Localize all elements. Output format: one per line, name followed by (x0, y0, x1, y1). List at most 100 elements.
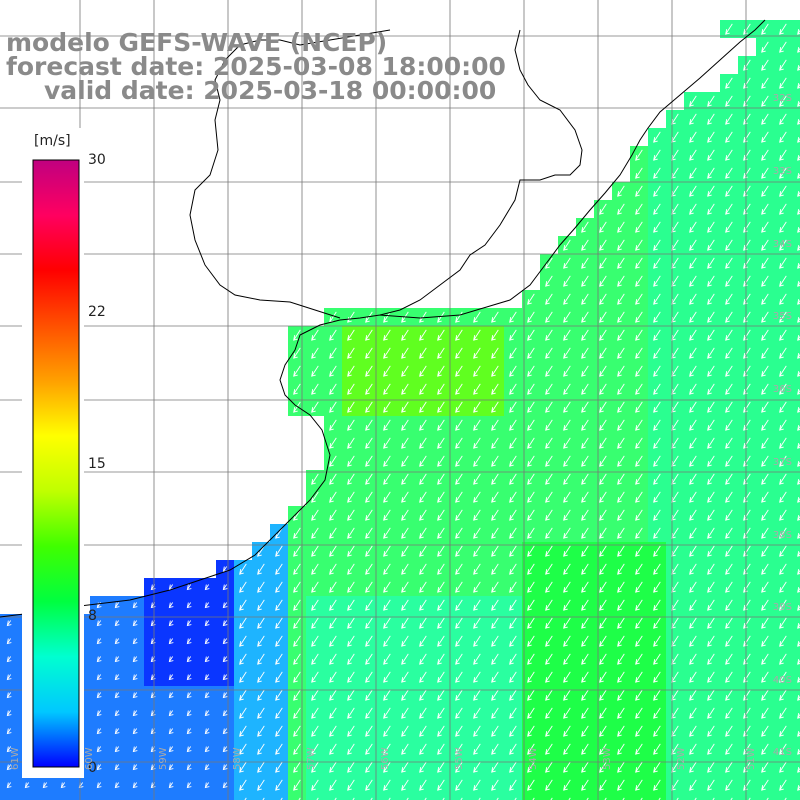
wind-cell (792, 182, 800, 200)
wind-arrow (239, 743, 247, 755)
wind-arrow (635, 329, 643, 341)
wind-arrow (383, 473, 391, 485)
wind-arrow (347, 725, 355, 737)
wind-arrow (725, 563, 733, 575)
wind-arrow (239, 707, 247, 719)
wind-cell (792, 254, 800, 272)
wind-arrow (509, 725, 517, 737)
wind-arrow (437, 635, 445, 647)
wind-arrow (761, 131, 769, 143)
wind-arrow (653, 365, 661, 377)
wind-cell (792, 704, 800, 722)
wind-cell (126, 794, 144, 800)
wind-cell (162, 794, 180, 800)
wind-arrow (401, 509, 409, 521)
wind-arrow (509, 437, 517, 449)
wind-arrow (419, 581, 427, 593)
wind-arrow (509, 707, 517, 719)
wind-arrow (653, 635, 661, 647)
wind-arrow (293, 653, 301, 665)
wind-arrow (689, 221, 697, 233)
wind-arrow (545, 365, 553, 377)
wind-arrow (365, 419, 373, 431)
wind-arrows (6, 23, 800, 800)
wind-arrow (347, 383, 355, 395)
wind-arrow (617, 473, 625, 485)
wind-arrow (797, 587, 800, 593)
wind-arrow (509, 329, 517, 341)
wind-arrow (401, 329, 409, 341)
wind-arrow (725, 689, 733, 701)
wind-arrow (186, 746, 192, 753)
wind-arrow (437, 419, 445, 431)
wind-arrow (689, 437, 697, 449)
wind-arrow (275, 527, 283, 539)
wind-arrow (222, 728, 228, 735)
wind-cell (792, 20, 800, 38)
wind-arrow (581, 779, 589, 791)
wind-cell (792, 200, 800, 218)
wind-arrow (689, 167, 697, 179)
wind-arrow (455, 509, 463, 521)
wind-cell (288, 794, 306, 800)
wind-arrow (797, 101, 800, 107)
wind-arrow (168, 656, 174, 663)
wind-arrow (114, 710, 120, 717)
wind-arrow (617, 311, 625, 323)
wind-arrow (132, 764, 138, 771)
wind-arrow (419, 545, 427, 557)
wind-arrow (599, 599, 607, 611)
wind-arrow (689, 347, 697, 359)
wind-arrow (257, 671, 265, 683)
wind-arrow (311, 779, 319, 791)
wind-arrow (779, 743, 787, 755)
wind-arrow (563, 581, 571, 593)
wind-arrow (275, 581, 283, 593)
wind-arrow (311, 725, 319, 737)
wind-arrow (293, 743, 301, 755)
wind-arrow (617, 689, 625, 701)
wind-arrow (689, 455, 697, 467)
wind-arrow (437, 347, 445, 359)
wind-arrow (509, 491, 517, 503)
wind-arrow (257, 563, 265, 575)
wind-arrow (455, 617, 463, 629)
wind-arrow (563, 401, 571, 413)
wind-arrow (599, 221, 607, 233)
wind-cell (792, 362, 800, 380)
wind-arrow (725, 725, 733, 737)
wind-arrow (186, 584, 192, 591)
wind-arrow (347, 473, 355, 485)
wind-arrow (222, 782, 228, 789)
wind-arrow (689, 95, 697, 107)
wind-arrow (599, 527, 607, 539)
wind-arrow (419, 347, 427, 359)
wind-arrow (617, 707, 625, 719)
wind-arrow (401, 365, 409, 377)
wind-arrow (419, 509, 427, 521)
wind-arrow (473, 653, 481, 665)
wind-arrow (239, 761, 247, 773)
wind-arrow (779, 77, 787, 89)
wind-arrow (365, 707, 373, 719)
wind-arrow (689, 401, 697, 413)
wind-arrow (761, 455, 769, 467)
wind-arrow (329, 365, 337, 377)
wind-cell (450, 794, 468, 800)
wind-arrow (347, 761, 355, 773)
wind-arrow (186, 764, 192, 771)
wind-arrow (725, 617, 733, 629)
wind-arrow (275, 653, 283, 665)
wind-arrow (527, 455, 535, 467)
wind-arrow (527, 689, 535, 701)
wind-arrow (563, 329, 571, 341)
colorbar-unit-label: [m/s] (34, 133, 71, 149)
wind-arrow (725, 707, 733, 719)
wind-arrow (689, 743, 697, 755)
wind-arrow (329, 581, 337, 593)
wind-arrow (293, 617, 301, 629)
wind-arrow (132, 710, 138, 717)
wind-arrow (419, 527, 427, 539)
wind-cell (72, 794, 90, 800)
wind-arrow (779, 455, 787, 467)
